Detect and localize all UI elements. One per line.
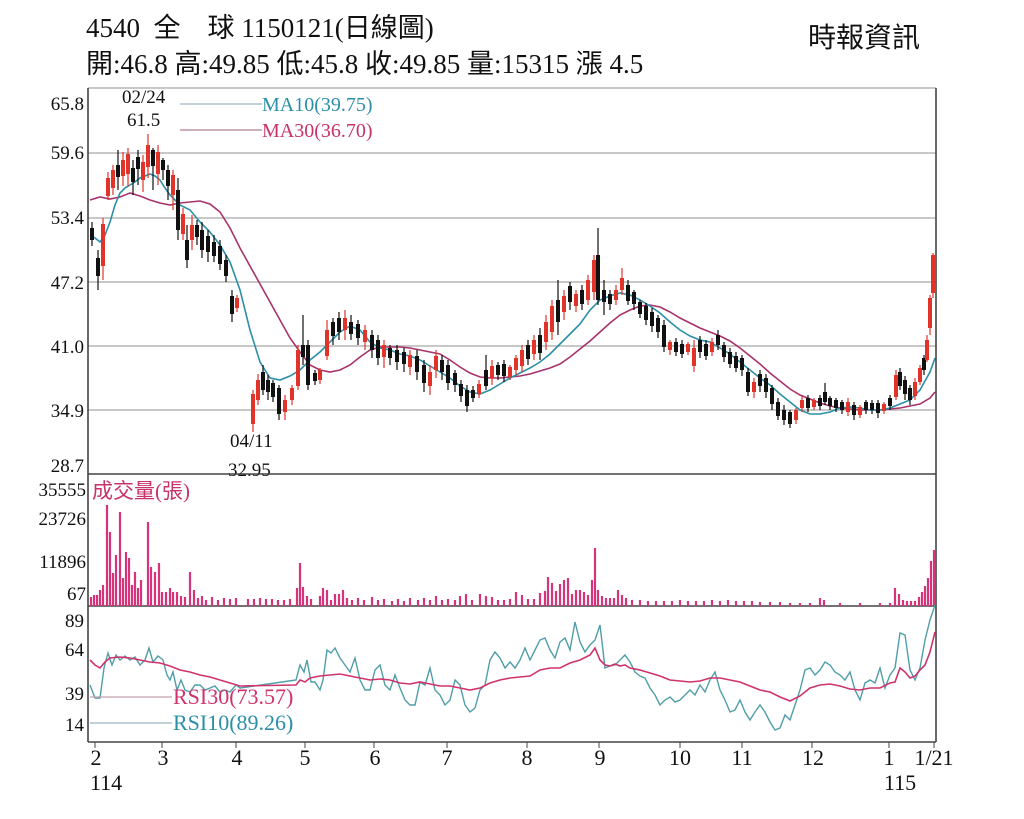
x-tick-month: 12 [802, 745, 824, 770]
x-axis: 2 3 4 5 6 7 8 9 10 11 12 1 1/21 114 115 [90, 742, 954, 795]
y-tick: 35555 [39, 480, 87, 501]
y-tick: 65.8 [51, 94, 84, 115]
legend-rsi30: RSI30(73.57) [173, 684, 293, 709]
legend-ma30: MA30(36.70) [262, 120, 373, 142]
y-tick: 53.4 [51, 208, 85, 229]
rsi30-line [89, 631, 936, 702]
candlesticks [90, 134, 935, 432]
x-tick-month: 4 [232, 745, 243, 770]
y-tick: 11896 [39, 552, 86, 573]
ma-legend: MA10(39.75) MA30(36.70) [180, 94, 373, 142]
x-tick-month: 3 [158, 745, 169, 770]
x-tick-month: 8 [522, 745, 533, 770]
rsi10-line [89, 604, 936, 731]
x-tick-month: 6 [370, 745, 381, 770]
y-tick: 14 [65, 715, 85, 736]
y-tick: 67 [67, 584, 86, 605]
x-tick-month: 9 [595, 745, 606, 770]
y-tick: 47.2 [51, 273, 84, 294]
y-tick: 23726 [39, 509, 87, 530]
rsi-panel: 89 64 39 14 RSI30(73.57) RSI10(89.26) [65, 604, 936, 736]
low-annotation-value: 32.95 [228, 460, 271, 481]
price-gridlines [88, 87, 936, 411]
x-tick-month: 2 [91, 745, 102, 770]
x-year-label: 115 [884, 770, 916, 795]
y-tick: 41.0 [51, 337, 84, 358]
y-tick: 64 [65, 640, 85, 661]
y-tick: 59.6 [51, 143, 84, 164]
price-y-axis: 65.8 59.6 53.4 47.2 41.0 34.9 28.7 [51, 94, 85, 477]
volume-panel: 35555 23726 11896 67 成交量(張) [39, 479, 936, 606]
legend-rsi10: RSI10(89.26) [173, 710, 293, 735]
y-tick: 28.7 [51, 456, 84, 477]
low-annotation-date: 04/11 [230, 431, 273, 452]
x-tick-month: 5 [300, 745, 311, 770]
x-axis-ticks [94, 742, 935, 748]
price-panel: 65.8 59.6 53.4 47.2 41.0 34.9 28.7 MA10(… [51, 87, 936, 481]
y-tick: 39 [65, 684, 84, 705]
x-tick-month: 1/21 [914, 745, 953, 770]
x-tick-month: 10 [669, 745, 691, 770]
legend-ma10: MA10(39.75) [262, 94, 373, 116]
y-tick: 89 [65, 611, 84, 632]
ma30-line [89, 192, 936, 411]
source-label: 時報資訊 [808, 23, 921, 54]
x-tick-month: 1 [884, 745, 895, 770]
x-year-label: 114 [90, 770, 122, 795]
rsi-legend: RSI30(73.57) RSI10(89.26) [90, 684, 293, 735]
volume-bars [89, 505, 936, 606]
chart-title: 4540 全 球 1150121(日線圖) [86, 13, 434, 43]
volume-label: 成交量(張) [92, 479, 190, 503]
high-annotation-value: 61.5 [127, 110, 160, 131]
y-tick: 34.9 [51, 401, 84, 422]
chart-frame [87, 88, 937, 743]
high-annotation-date: 02/24 [122, 87, 166, 108]
ohlc-summary: 開:46.8 高:49.85 低:45.8 收:49.85 量:15315 漲 … [86, 49, 644, 79]
x-tick-month: 7 [442, 745, 453, 770]
x-tick-month: 11 [731, 745, 752, 770]
